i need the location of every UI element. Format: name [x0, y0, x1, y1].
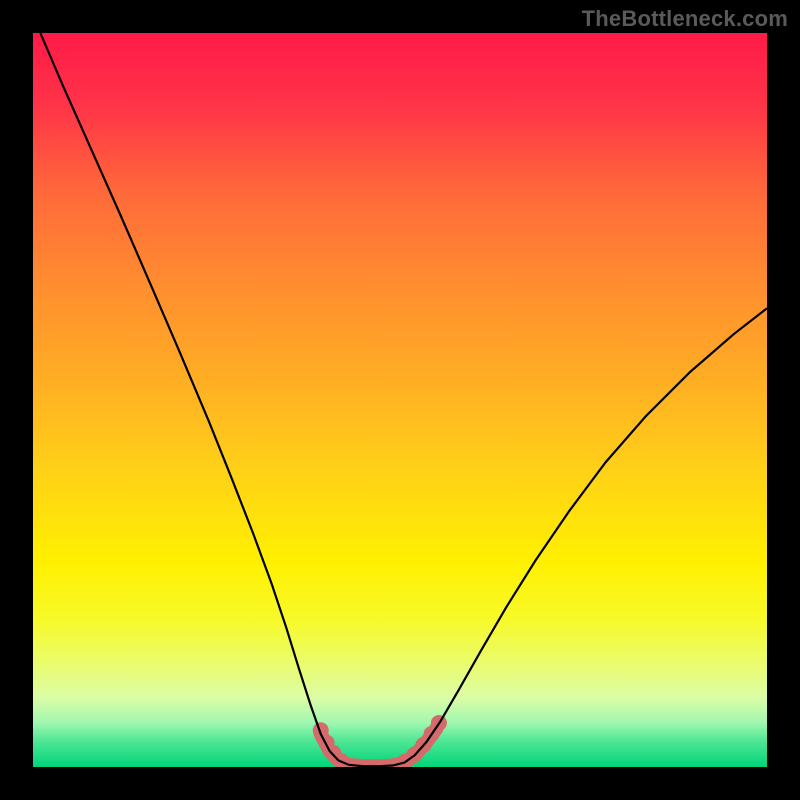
watermark-text: TheBottleneck.com [582, 6, 788, 32]
chart-svg [33, 33, 767, 767]
plot-area [33, 33, 767, 767]
outer-frame: TheBottleneck.com [0, 0, 800, 800]
gradient-background [33, 33, 767, 767]
